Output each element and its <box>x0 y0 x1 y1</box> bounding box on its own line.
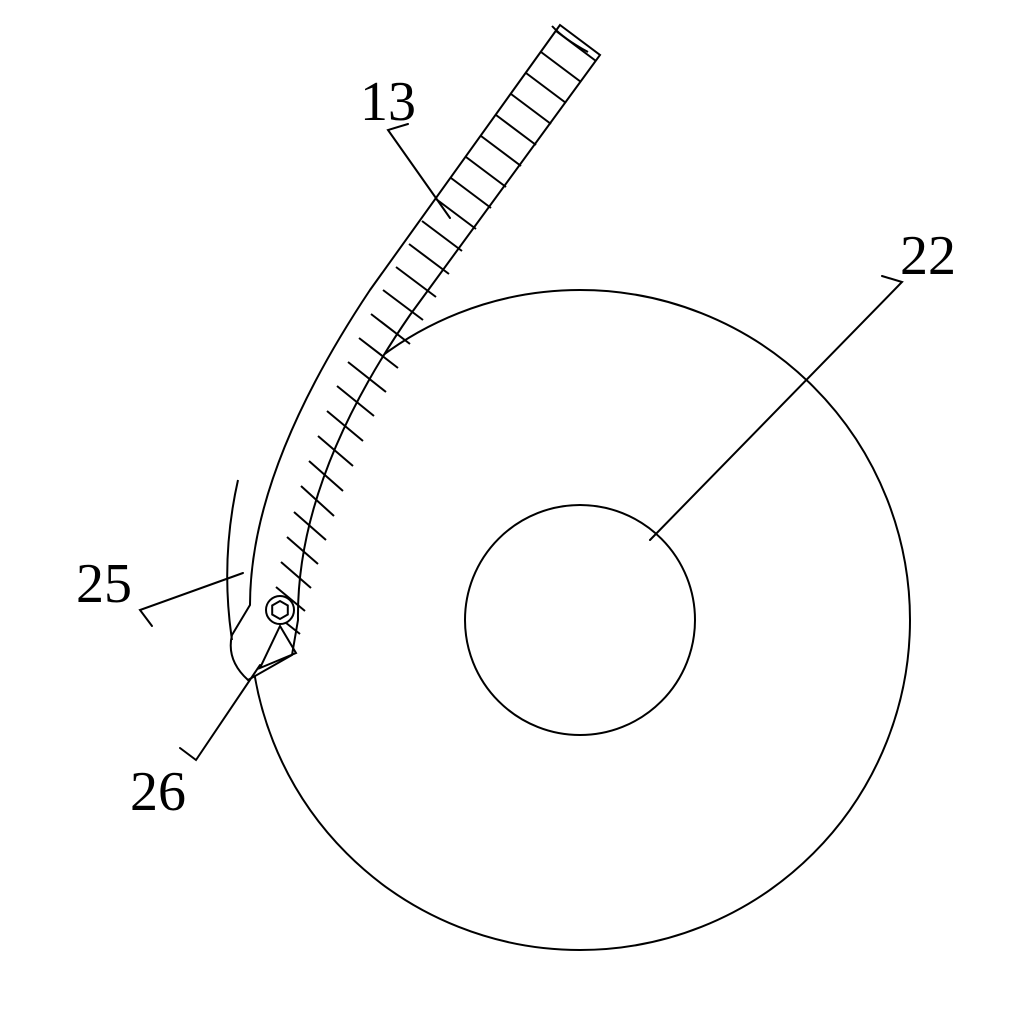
diagram-svg <box>0 0 1025 1021</box>
wheel-inner <box>465 505 695 735</box>
diagram-root: 13 22 25 26 <box>0 0 1025 1021</box>
leader-13 <box>388 124 450 218</box>
label-25: 25 <box>76 552 132 616</box>
label-13: 13 <box>360 70 416 134</box>
label-26: 26 <box>130 760 186 824</box>
leader-22 <box>650 276 902 540</box>
label-22: 22 <box>900 224 956 288</box>
arm-tip-outer-curve <box>227 480 238 640</box>
